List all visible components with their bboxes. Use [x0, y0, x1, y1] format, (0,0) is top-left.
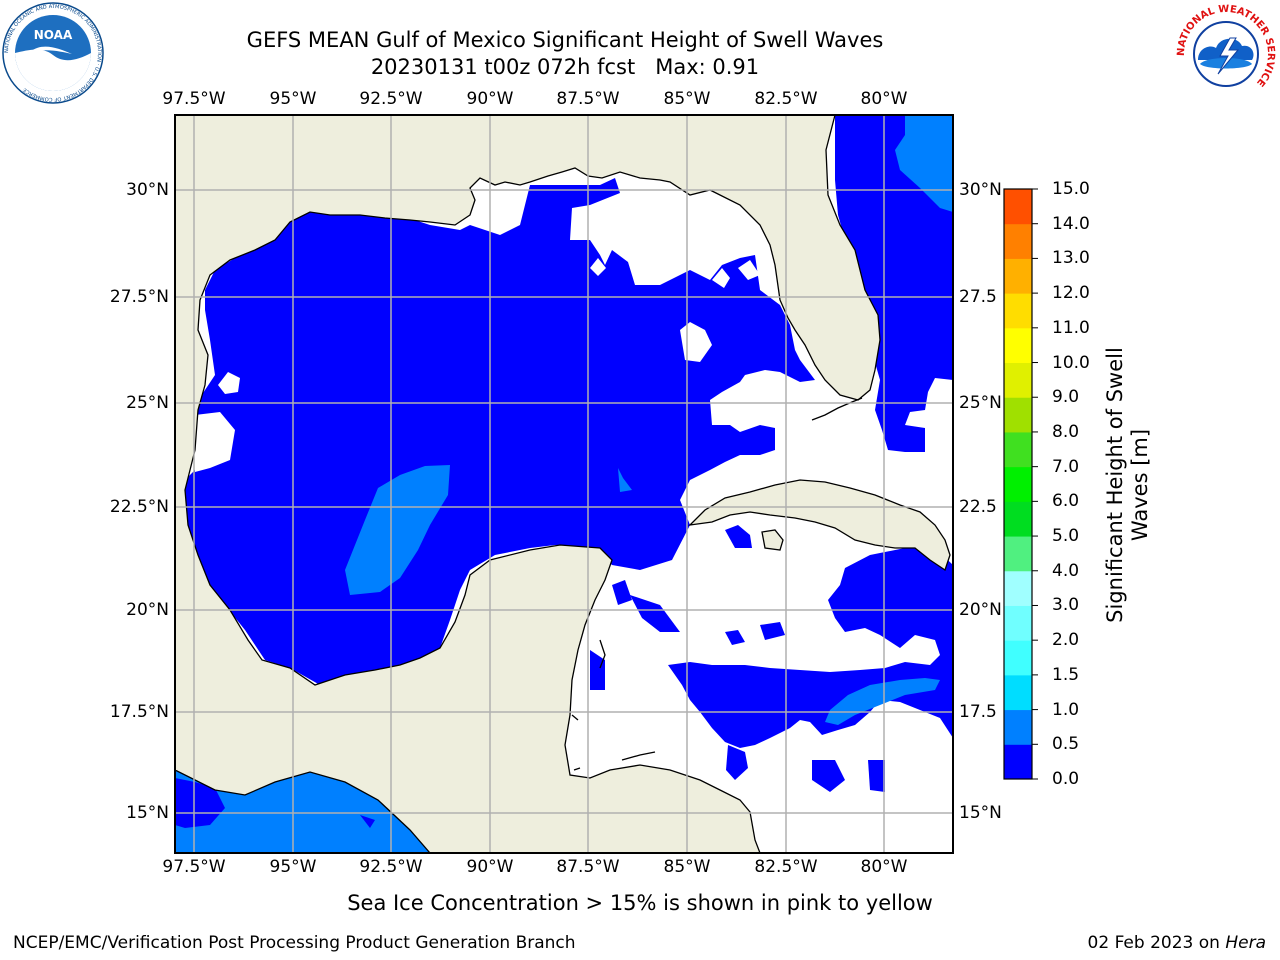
colorbar-tick-label: 6.0	[1052, 491, 1080, 512]
colorbar-tick-label: 3.0	[1052, 595, 1080, 616]
colorbar-band	[1004, 674, 1032, 711]
land-mexico-us	[175, 115, 881, 853]
lon-label-top: 82.5°W	[754, 89, 818, 109]
colorbar-label: Significant Height of Swell Waves [m]	[1103, 305, 1153, 665]
lon-label-top: 80°W	[860, 89, 908, 109]
lon-label-top: 90°W	[466, 89, 514, 109]
nws-logo: NATIONAL WEATHER SERVICE	[1176, 4, 1276, 102]
footer-date-text: 02 Feb 2023 on	[1087, 933, 1226, 953]
colorbar-band	[1004, 605, 1032, 641]
noaa-logo: NATIONAL OCEANIC AND ATMOSPHERIC ADMINIS…	[2, 2, 104, 104]
lon-label-top: 95°W	[269, 89, 317, 109]
colorbar	[1004, 188, 1038, 780]
lat-label-right: 17.5	[959, 702, 997, 722]
lat-label-right: 22.5	[959, 497, 997, 517]
swell-region-pacific	[175, 770, 430, 853]
lon-label-bottom: 80°W	[860, 857, 908, 877]
lat-label-right: 27.5	[959, 287, 997, 307]
colorbar-tick-label: 0.5	[1052, 734, 1080, 755]
chart-subtitle: 20230131 t00z 072h fcst Max: 0.91	[370, 55, 760, 79]
colorbar-band	[1004, 709, 1032, 745]
colorbar-tick-label: 1.0	[1052, 699, 1080, 720]
lat-label-right: 25°N	[959, 393, 1002, 413]
colorbar-band	[1004, 293, 1032, 329]
graticule	[175, 115, 953, 853]
sea-ice-note: Sea Ice Concentration > 15% is shown in …	[347, 891, 933, 915]
colorbar-tick-label: 2.0	[1052, 630, 1080, 651]
lat-label-left: 15°N	[126, 803, 169, 823]
land-cuba	[688, 479, 951, 572]
lat-label-right: 15°N	[959, 803, 1002, 823]
colorbar-band	[1004, 640, 1032, 676]
lon-label-bottom: 87.5°W	[556, 857, 620, 877]
swell-region-gulf	[185, 178, 815, 685]
footer-date: 02 Feb 2023 on Hera	[1088, 933, 1266, 953]
footer-credit: NCEP/EMC/Verification Post Processing Pr…	[13, 933, 576, 953]
map-frame	[174, 114, 954, 854]
lat-label-left: 17.5°N	[109, 702, 169, 722]
lat-label-left: 30°N	[126, 180, 169, 200]
colorbar-band	[1004, 570, 1032, 606]
lon-label-bottom: 97.5°W	[162, 857, 226, 877]
colorbar-band	[1004, 397, 1032, 433]
lon-label-top: 92.5°W	[359, 89, 423, 109]
lon-label-bottom: 95°W	[269, 857, 317, 877]
lon-label-bottom: 85°W	[663, 857, 711, 877]
colorbar-tick-label: 8.0	[1052, 421, 1080, 442]
colorbar-tick-label: 0.0	[1052, 769, 1080, 789]
colorbar-tick-label: 12.0	[1052, 283, 1090, 304]
colorbar-band	[1004, 536, 1032, 572]
colorbar-band	[1004, 466, 1032, 502]
lat-label-left: 22.5°N	[109, 497, 169, 517]
swell-region-central	[345, 465, 450, 595]
swell-region-atlantic	[835, 115, 953, 452]
lon-label-bottom: 82.5°W	[754, 857, 818, 877]
colorbar-tick-label: 9.0	[1052, 387, 1080, 408]
colorbar-band	[1004, 189, 1032, 225]
colorbar-band	[1004, 431, 1032, 468]
colorbar-band	[1004, 223, 1032, 259]
colorbar-band	[1004, 327, 1032, 364]
colorbar-tick-label: 1.5	[1052, 664, 1080, 685]
lat-label-left: 27.5°N	[109, 287, 169, 307]
colorbar-tick-label: 4.0	[1052, 560, 1080, 581]
noaa-text: NOAA	[34, 28, 73, 42]
colorbar-label-line1: Significant Height of Swell	[1103, 347, 1127, 623]
lon-label-bottom: 90°W	[466, 857, 514, 877]
colorbar-tick-label: 11.0	[1052, 317, 1090, 338]
chart-title: GEFS MEAN Gulf of Mexico Significant Hei…	[246, 28, 884, 52]
colorbar-label-line2: Waves [m]	[1128, 428, 1152, 542]
lon-label-bottom: 92.5°W	[359, 857, 423, 877]
colorbar-tick-label: 10.0	[1052, 352, 1090, 373]
colorbar-tick-label: 5.0	[1052, 526, 1080, 547]
colorbar-band	[1004, 744, 1032, 780]
lat-label-left: 20°N	[126, 600, 169, 620]
footer-machine: Hera	[1225, 933, 1266, 953]
colorbar-tick-label: 13.0	[1052, 248, 1090, 269]
colorbar-band	[1004, 362, 1032, 398]
lat-label-right: 20°N	[959, 600, 1002, 620]
lon-label-top: 87.5°W	[556, 89, 620, 109]
lon-label-top: 97.5°W	[162, 89, 226, 109]
colorbar-band	[1004, 258, 1032, 294]
lat-label-right: 30°N	[959, 180, 1002, 200]
colorbar-tick-label: 14.0	[1052, 213, 1090, 234]
colorbar-tick-label: 7.0	[1052, 456, 1080, 477]
lat-label-left: 25°N	[126, 393, 169, 413]
lon-label-top: 85°W	[663, 89, 711, 109]
colorbar-band	[1004, 501, 1032, 537]
land	[175, 115, 951, 853]
colorbar-tick-label: 15.0	[1052, 179, 1090, 199]
